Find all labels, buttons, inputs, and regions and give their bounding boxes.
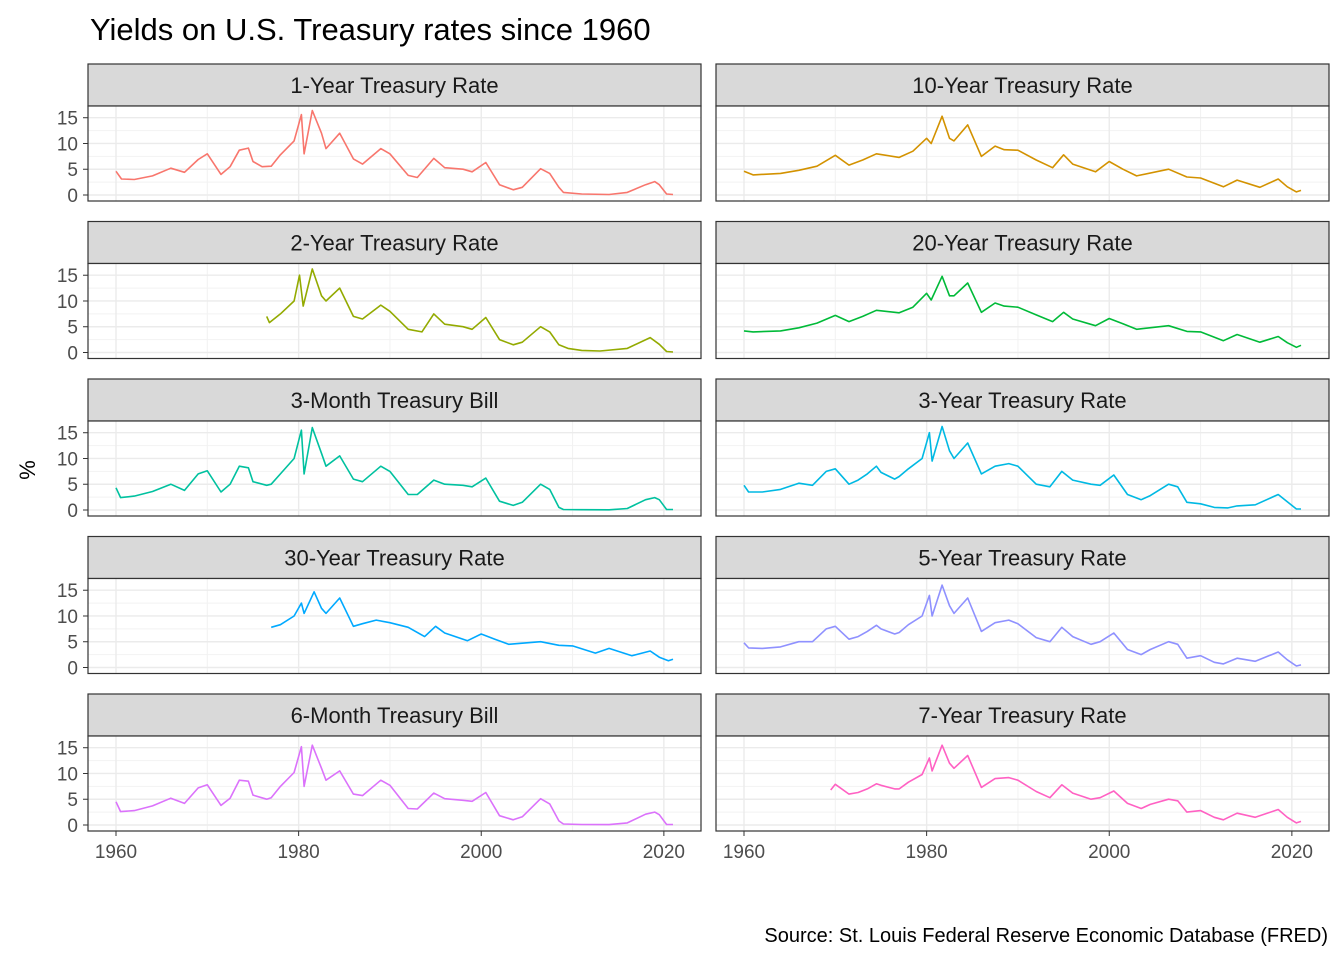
- facet-strip-label: 20-Year Treasury Rate: [912, 231, 1133, 256]
- facet-strip: [87, 378, 702, 422]
- facet-strip: [87, 535, 702, 580]
- series-line-6-month-treasury-bill: [115, 744, 673, 826]
- y-tick-label: 10: [57, 134, 78, 155]
- panel-border: [87, 105, 702, 202]
- y-tick-label: 15: [57, 266, 78, 287]
- series-line-1-year-treasury-rate: [115, 109, 674, 196]
- facet-panel-10-year-treasury-rate: 10-Year Treasury Rate: [715, 63, 1330, 202]
- y-tick-label: 5: [67, 318, 78, 339]
- x-tick-label: 2000: [1088, 842, 1130, 863]
- facet-strip: [87, 63, 702, 107]
- panel-border: [87, 735, 702, 832]
- panel-background: [88, 263, 701, 359]
- y-tick-label: 10: [57, 292, 78, 313]
- panel-background: [716, 263, 1329, 359]
- panel-background: [716, 421, 1329, 516]
- facet-panel-20-year-treasury-rate: 20-Year Treasury Rate: [715, 220, 1330, 360]
- facet-strip-label: 2-Year Treasury Rate: [290, 231, 498, 256]
- facet-strip-label: 30-Year Treasury Rate: [284, 546, 505, 571]
- panel-border: [87, 577, 702, 675]
- facet-strip: [715, 693, 1330, 737]
- panel-background: [88, 578, 701, 674]
- y-tick-label: 10: [57, 607, 78, 628]
- facet-strip: [715, 220, 1330, 265]
- y-tick-label: 5: [67, 633, 78, 654]
- facet-strip-label: 6-Month Treasury Bill: [291, 703, 499, 728]
- series-line-20-year-treasury-rate: [743, 275, 1302, 349]
- y-tick-label: 0: [67, 816, 78, 837]
- y-tick-label: 5: [67, 160, 78, 181]
- y-tick-label: 0: [67, 501, 78, 522]
- facet-panel-1-year-treasury-rate: 1-Year Treasury Rate 0 5 10 15: [57, 63, 702, 207]
- y-tick-label: 0: [67, 344, 78, 365]
- source-caption: Source: St. Louis Federal Reserve Econom…: [764, 925, 1328, 947]
- facet-strip: [87, 220, 702, 265]
- facet-strip-label: 7-Year Treasury Rate: [918, 703, 1126, 728]
- y-tick-label: 5: [67, 790, 78, 811]
- facet-strip-label: 3-Month Treasury Bill: [291, 388, 499, 413]
- panel-border: [715, 105, 1330, 202]
- panel-border: [87, 420, 702, 517]
- facet-strip-label: 10-Year Treasury Rate: [912, 73, 1133, 98]
- facet-panels: 1-Year Treasury Rate 0 5 10 15 10-Year Treasu…: [57, 63, 1330, 863]
- series-line-30-year-treasury-rate: [270, 591, 674, 662]
- facet-strip-label: 3-Year Treasury Rate: [918, 388, 1126, 413]
- facet-panel-30-year-treasury-rate: 30-Year Treasury Rate 0 5 10 15: [57, 535, 702, 680]
- panel-background: [88, 421, 701, 516]
- facet-strip: [715, 535, 1330, 580]
- y-tick-label: 10: [57, 449, 78, 470]
- facet-panel-3-year-treasury-rate: 3-Year Treasury Rate: [715, 378, 1330, 517]
- x-tick-label: 1980: [905, 842, 947, 863]
- x-tick-label: 2000: [460, 842, 502, 863]
- series-line-3-year-treasury-rate: [743, 425, 1301, 510]
- x-tick-label: 2020: [643, 842, 685, 863]
- x-tick-label: 2020: [1271, 842, 1313, 863]
- x-tick-label: 1980: [277, 842, 319, 863]
- panel-background: [88, 106, 701, 201]
- panel-border: [715, 420, 1330, 517]
- facet-strip-label: 5-Year Treasury Rate: [918, 546, 1126, 571]
- facet-strip: [87, 693, 702, 737]
- y-tick-label: 15: [57, 739, 78, 760]
- panel-border: [87, 262, 702, 360]
- facet-panel-7-year-treasury-rate: 7-Year Treasury Rate 1960 1980 2000 2020: [715, 693, 1330, 863]
- chart-title: Yields on U.S. Treasury rates since 1960: [90, 12, 651, 47]
- series-line-3-month-treasury-bill: [115, 426, 673, 511]
- facet-panel-3-month-treasury-bill: 3-Month Treasury Bill 0 5 10 15: [57, 378, 702, 522]
- series-line-5-year-treasury-rate: [743, 584, 1302, 667]
- y-tick-label: 15: [57, 109, 78, 130]
- panel-background: [716, 578, 1329, 674]
- panel-background: [88, 736, 701, 831]
- facet-panel-6-month-treasury-bill: 6-Month Treasury Bill 0 5 10 15 1960 1980 2000 2…: [57, 693, 702, 863]
- y-tick-label: 5: [67, 475, 78, 496]
- x-tick-label: 1960: [95, 842, 137, 863]
- panel-border: [715, 262, 1330, 360]
- y-tick-label: 0: [67, 659, 78, 680]
- y-axis-label: %: [15, 460, 40, 480]
- y-tick-label: 0: [67, 186, 78, 207]
- x-tick-label: 1960: [723, 842, 765, 863]
- series-line-7-year-treasury-rate: [830, 744, 1302, 824]
- y-tick-label: 10: [57, 764, 78, 785]
- facet-panel-2-year-treasury-rate: 2-Year Treasury Rate 0 5 10 15: [57, 220, 702, 365]
- facet-strip-label: 1-Year Treasury Rate: [290, 73, 498, 98]
- facet-panel-5-year-treasury-rate: 5-Year Treasury Rate: [715, 535, 1330, 675]
- y-tick-label: 15: [57, 581, 78, 602]
- y-tick-label: 15: [57, 424, 78, 445]
- panel-border: [715, 577, 1330, 675]
- series-line-10-year-treasury-rate: [743, 115, 1302, 193]
- panel-border: [715, 735, 1330, 832]
- series-line-2-year-treasury-rate: [265, 268, 674, 353]
